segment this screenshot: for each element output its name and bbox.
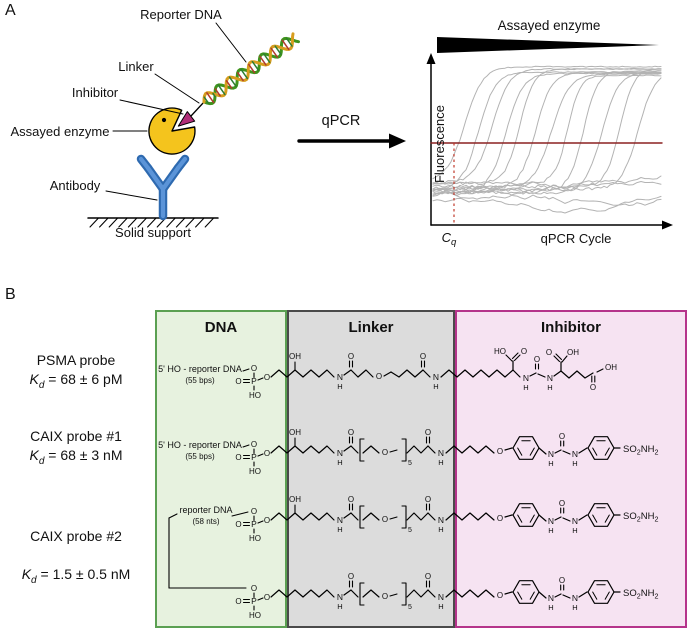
kd-value: = 1.5 ± 0.5 nM <box>36 566 131 582</box>
panel-a-letter: A <box>5 2 16 19</box>
plot-x-axis-label: qPCR Cycle <box>541 231 612 246</box>
kd-symbol: K <box>29 447 39 463</box>
dna-column-box: DNA <box>155 310 287 628</box>
inhibitor-label: Inhibitor <box>72 85 119 100</box>
svg-text:Cq: Cq <box>442 230 457 248</box>
probe-name-caix1: CAIX probe #1 <box>30 428 122 444</box>
plot-y-axis-label: Fluorescence <box>432 105 447 183</box>
qpcr-arrow-label: qPCR <box>322 113 361 129</box>
plot-title: Assayed enzyme <box>498 18 601 33</box>
antibody-label: Antibody <box>50 178 101 193</box>
kd-value: = 68 ± 6 pM <box>44 371 123 387</box>
probe-kd-psma: Kd = 68 ± 6 pM <box>0 371 152 391</box>
reporter-dna-label: Reporter DNA <box>140 7 222 22</box>
probe-kd-caix2: Kd = 1.5 ± 0.5 nM <box>0 566 152 586</box>
solid-support-label: Solid support <box>115 225 191 240</box>
inhibitor-column-header: Inhibitor <box>541 319 601 336</box>
kd-subscript: d <box>38 379 45 391</box>
dna-column-header: DNA <box>204 319 238 336</box>
kd-value: = 68 ± 3 nM <box>44 447 123 463</box>
probe-name-psma: PSMA probe <box>36 352 116 368</box>
panel-b-letter: B <box>5 286 16 303</box>
assayed-enzyme-label: Assayed enzyme <box>11 124 110 139</box>
probe-name-caix2: CAIX probe #2 <box>30 528 122 544</box>
inhibitor-column-box: Inhibitor <box>455 310 687 628</box>
kd-subscript: d <box>38 455 45 467</box>
kd-subscript: d <box>31 574 37 586</box>
kd-symbol: K <box>29 371 39 387</box>
linker-label: Linker <box>118 59 154 74</box>
linker-column-box: Linker <box>287 310 455 628</box>
kd-symbol: K <box>21 566 32 582</box>
probe-kd-caix1: Kd = 68 ± 3 nM <box>0 447 152 467</box>
linker-column-header: Linker <box>348 319 394 336</box>
